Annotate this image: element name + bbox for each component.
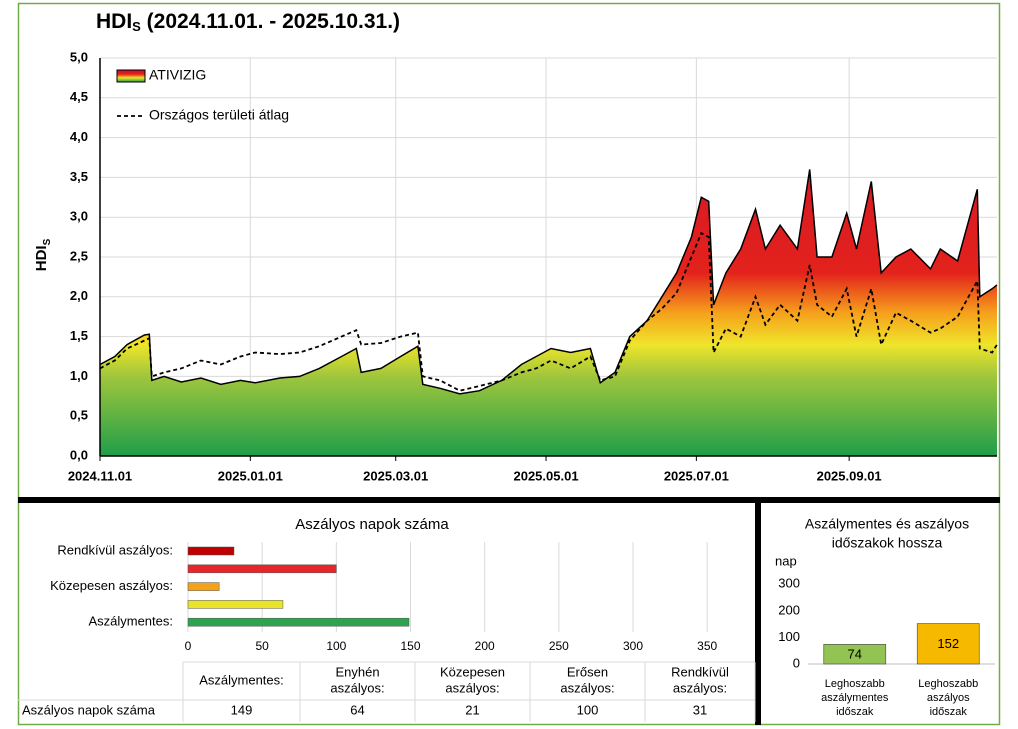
legend-label: Országos területi átlag	[149, 107, 289, 123]
period-length-chart: Aszálymentes és aszályos időszakok hossza…	[775, 516, 995, 718]
chart-title: Aszálymentes és aszályos	[805, 516, 969, 532]
x-tick-label: 2025.05.01	[513, 468, 578, 483]
divider	[18, 497, 1000, 503]
table-cell: 64	[350, 702, 364, 717]
y-tick-label: 300	[778, 576, 800, 591]
data-label: 152	[937, 636, 959, 651]
x-tick-label: 350	[697, 639, 717, 653]
y-tick-label: 3,5	[70, 169, 88, 184]
y-tick-label: 2,0	[70, 288, 88, 303]
x-tick-label: Leghoszabb	[825, 678, 885, 690]
x-tick-label: aszályos	[927, 692, 970, 704]
table-header: aszályos:	[560, 680, 614, 695]
bar	[187, 617, 410, 627]
x-tick-label: 2025.09.01	[817, 468, 882, 483]
x-tick-label: 250	[549, 639, 569, 653]
x-tick-label: 2025.07.01	[664, 468, 729, 483]
x-tick-label: 2024.11.01	[68, 468, 132, 483]
series-line	[99, 231, 998, 392]
divider	[755, 500, 761, 725]
data-label: 74	[848, 647, 862, 662]
y-tick-label: 1,0	[70, 368, 88, 383]
x-tick-label: időszak	[930, 706, 968, 718]
area	[100, 169, 997, 456]
y-tick-label: Rendkívül aszályos:	[57, 542, 173, 557]
bar	[187, 600, 284, 609]
y-tick-label: 4,0	[70, 129, 88, 144]
y-label-text: HDI	[33, 245, 50, 271]
dry-days-chart: Aszályos napok száma 0 50 100 150 200 250 300 35…	[50, 516, 717, 653]
bar	[916, 623, 980, 665]
y-tick-label: Aszálymentes:	[88, 614, 173, 629]
y-axis-label: nap	[775, 553, 797, 568]
x-tick-label: aszálymentes	[821, 692, 889, 704]
title-subscript: S	[132, 19, 141, 34]
table-header: Közepesen	[440, 664, 505, 679]
y-tick-label: 200	[778, 602, 800, 617]
y-tick-label: 2,5	[70, 248, 88, 263]
table-header: Erősen	[567, 664, 608, 679]
table-header: Rendkívül	[671, 664, 729, 679]
y-tick-label: 3,0	[70, 209, 88, 224]
dry-days-table: Aszálymentes:Enyhénaszályos:Közepesenasz…	[18, 661, 756, 722]
x-tick-label: 300	[623, 639, 643, 653]
table-header: aszályos:	[330, 680, 384, 695]
table-header: aszályos:	[673, 680, 727, 695]
table-cell: 31	[693, 702, 707, 717]
hdi-chart: HDIS (2024.11.01. - 2025.10.31.)HDIS0,00…	[33, 10, 998, 483]
table-header: Enyhén	[335, 664, 379, 679]
table-header: Aszálymentes:	[199, 672, 284, 687]
bar	[187, 564, 337, 574]
bar	[823, 643, 887, 665]
y-tick-label: 0,0	[70, 447, 88, 462]
x-tick-label: időszak	[836, 706, 874, 718]
title-text: (2024.11.01. - 2025.10.31.)	[141, 10, 400, 33]
y-tick-label: 0,5	[70, 408, 88, 423]
x-tick-label: Leghoszabb	[918, 678, 978, 690]
series-line	[99, 169, 998, 395]
bar	[187, 582, 220, 591]
chart-title: HDIS (2024.11.01. - 2025.10.31.)	[96, 10, 400, 35]
y-tick-label: 4,5	[70, 89, 88, 104]
y-tick-label: Közepesen aszályos:	[50, 578, 173, 593]
x-tick-label: 2025.03.01	[363, 468, 428, 483]
legend-label: ATIVIZIG	[149, 67, 206, 83]
table-cell: 21	[465, 702, 479, 717]
title-text: HDI	[96, 10, 132, 33]
table-cell: 100	[577, 702, 599, 717]
x-tick-label: 0	[185, 639, 192, 653]
legend-swatch	[116, 69, 146, 83]
row-label: Aszályos napok száma	[22, 702, 156, 717]
y-axis-label: HDIS	[33, 238, 53, 271]
chart-title: Aszályos napok száma	[295, 516, 449, 533]
table-header: aszályos:	[445, 680, 499, 695]
chart-title: időszakok hossza	[832, 535, 943, 551]
x-tick-label: 2025.01.01	[218, 468, 283, 483]
x-tick-label: 150	[400, 639, 420, 653]
x-tick-label: 200	[475, 639, 495, 653]
y-label-subscript: S	[42, 238, 53, 245]
y-tick-label: 0	[793, 655, 800, 670]
y-tick-label: 5,0	[70, 49, 88, 64]
x-tick-label: 100	[326, 639, 346, 653]
bar	[187, 546, 235, 556]
y-tick-label: 100	[778, 629, 800, 644]
y-tick-label: 1,5	[70, 328, 88, 343]
table-cell: 149	[231, 702, 253, 717]
x-tick-label: 50	[255, 639, 269, 653]
